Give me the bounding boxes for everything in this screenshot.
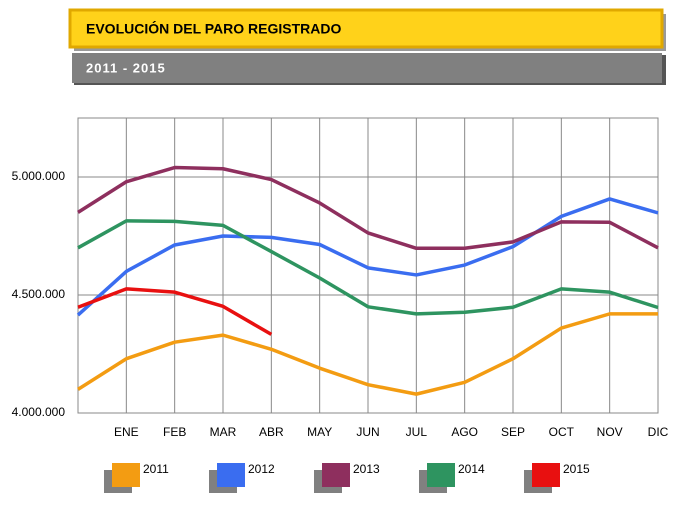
title-banner — [68, 8, 664, 49]
series-line — [77, 312, 658, 396]
series-line — [76, 197, 659, 317]
legend-swatch — [322, 463, 350, 487]
x-tick-label: NOV — [597, 425, 623, 439]
y-tick-label: 4.000.000 — [12, 405, 66, 419]
chart-subtitle: 2011 - 2015 — [86, 60, 166, 75]
legend-swatch — [112, 463, 140, 487]
x-tick-label: JUN — [356, 425, 379, 439]
x-tick-label: ABR — [259, 425, 284, 439]
x-tick-label: MAY — [307, 425, 332, 439]
x-tick-label: OCT — [549, 425, 575, 439]
series-line — [77, 165, 659, 251]
chart-title: EVOLUCIÓN DEL PARO REGISTRADO — [86, 20, 342, 37]
x-tick-label: SEP — [501, 425, 525, 439]
legend-swatch — [217, 463, 245, 487]
legend-label: 2015 — [563, 462, 590, 476]
x-tick-label: ENE — [114, 425, 139, 439]
x-tick-label: MAR — [210, 425, 237, 439]
x-tick-label: FEB — [163, 425, 186, 439]
legend-label: 2014 — [458, 462, 485, 476]
series-line — [77, 287, 273, 336]
x-tick-label: AGO — [451, 425, 478, 439]
subtitle-banner — [72, 53, 662, 83]
legend-label: 2011 — [143, 462, 169, 476]
legend-swatch — [532, 463, 560, 487]
y-tick-label: 4.500.000 — [12, 287, 66, 301]
series-line — [77, 219, 659, 316]
y-tick-label: 5.000.000 — [12, 169, 66, 183]
legend-label: 2013 — [353, 462, 380, 476]
legend-swatch — [427, 463, 455, 487]
x-tick-label: DIC — [648, 425, 669, 439]
x-tick-label: JUL — [406, 425, 428, 439]
legend-label: 2012 — [248, 462, 275, 476]
